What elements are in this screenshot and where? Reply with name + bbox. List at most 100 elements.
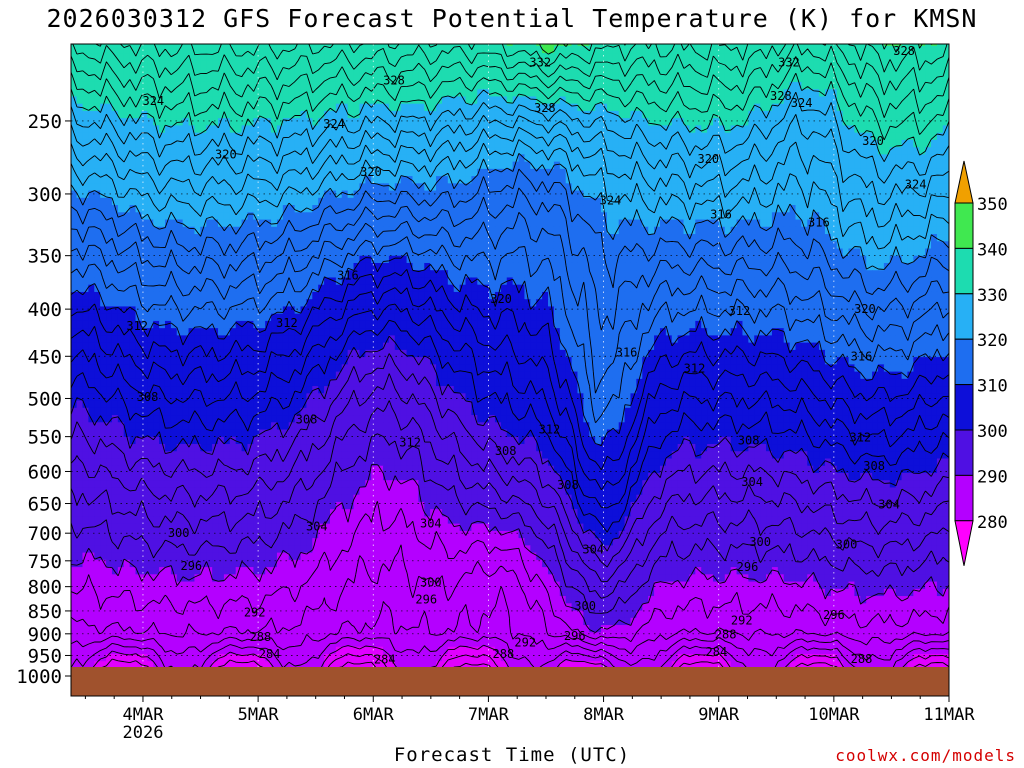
contour-fill-cell — [111, 103, 119, 112]
contour-fill-cell — [795, 248, 802, 257]
contour-fill-cell — [766, 226, 773, 235]
contour-fill-cell — [542, 132, 549, 141]
contour-fill-cell — [117, 262, 125, 271]
contour-fill-cell — [377, 226, 384, 235]
contour-fill-cell — [866, 176, 873, 184]
contour-fill-cell — [936, 190, 944, 199]
plot-area: 3123083243002963202922882843123083043243… — [71, 31, 949, 696]
contour-fill-cell — [241, 270, 249, 279]
contour-fill-cell — [483, 132, 490, 141]
contour-fill-cell — [789, 241, 797, 250]
contour-fill-cell — [365, 197, 372, 206]
contour-fill-cell — [636, 205, 643, 213]
contour-fill-cell — [883, 60, 891, 69]
contour-fill-cell — [436, 53, 443, 61]
contour-fill-cell — [813, 89, 820, 98]
contour-fill-cell — [795, 31, 801, 39]
contour-fill-cell — [577, 103, 584, 112]
contour-fill-cell — [318, 96, 325, 105]
contour-fill-cell — [506, 89, 514, 98]
contour-fill-cell — [595, 44, 602, 47]
contour-fill-cell — [565, 53, 573, 61]
contour-fill-cell — [106, 190, 113, 199]
contour-fill-cell — [318, 270, 325, 279]
contour-fill-cell — [271, 248, 278, 257]
contour-fill-cell — [329, 255, 337, 264]
contour-fill-cell — [229, 132, 237, 141]
contour-fill-cell — [94, 234, 101, 242]
contour-fill-cell — [925, 168, 932, 177]
contour-fill-cell — [677, 234, 685, 242]
contour-fill-cell — [601, 67, 608, 76]
contour-fill-cell — [359, 212, 366, 221]
contour-fill-cell — [842, 53, 850, 61]
contour-fill-cell — [400, 226, 408, 235]
contour-fill-cell — [901, 205, 909, 213]
contour-fill-cell — [188, 219, 196, 228]
contour-fill-cell — [789, 60, 797, 69]
contour-fill-cell — [895, 96, 903, 105]
contour-fill-cell — [241, 60, 249, 69]
contour-fill-cell — [295, 31, 301, 39]
contour-fill-cell — [329, 125, 337, 134]
contour-fill-cell — [919, 241, 926, 250]
contour-fill-cell — [276, 176, 284, 184]
contour-fill-cell — [671, 103, 679, 112]
contour-fill-cell — [100, 255, 107, 264]
contour-fill-cell — [82, 270, 89, 279]
contour-fill-cell — [341, 183, 349, 192]
contour-fill-cell — [819, 139, 826, 148]
contour-fill-cell — [212, 205, 219, 213]
contour-fill-cell — [624, 132, 632, 141]
contour-fill-cell — [400, 234, 408, 242]
contour-fill-cell — [612, 44, 620, 47]
contour-fill-cell — [229, 241, 237, 250]
contour-fill-cell — [718, 89, 726, 98]
contour-fill-cell — [771, 176, 779, 184]
contour-fill-cell — [642, 197, 649, 206]
contour-fill-cell — [306, 219, 313, 228]
contour-fill-cell — [583, 219, 590, 228]
contour-fill-cell — [866, 139, 873, 148]
contour-fill-cell — [229, 212, 237, 221]
contour-fill-cell — [783, 197, 791, 206]
contour-fill-cell — [371, 31, 377, 39]
contour-fill-cell — [677, 154, 685, 163]
contour-fill-cell — [842, 219, 850, 228]
contour-fill-cell — [630, 110, 637, 119]
contour-fill-cell — [630, 125, 637, 134]
contour-fill-cell — [341, 176, 349, 184]
contour-fill-cell — [436, 168, 443, 177]
contour-fill-cell — [678, 31, 684, 39]
contour-fill-cell — [813, 118, 820, 127]
contour-fill-cell — [164, 168, 172, 177]
contour-fill-cell — [813, 183, 820, 192]
contour-fill-cell — [324, 212, 331, 221]
contour-fill-cell — [164, 60, 172, 69]
contour-fill-cell — [630, 248, 637, 257]
contour-fill-cell — [377, 161, 384, 170]
contour-fill-cell — [324, 226, 331, 235]
contour-fill-cell — [824, 255, 832, 264]
contour-fill-cell — [447, 44, 455, 47]
contour-fill-cell — [123, 139, 131, 148]
contour-fill-cell — [701, 190, 708, 199]
contour-fill-cell — [329, 219, 337, 228]
contour-fill-cell — [430, 31, 436, 39]
contour-fill-cell — [282, 125, 290, 134]
contour-fill-cell — [783, 60, 791, 69]
contour-fill-cell — [518, 103, 526, 112]
contour-fill-cell — [241, 161, 249, 170]
contour-fill-cell — [212, 255, 219, 264]
contour-fill-cell — [571, 103, 579, 112]
contour-fill-cell — [801, 219, 808, 228]
contour-fill-cell — [683, 226, 691, 235]
contour-fill-cell — [300, 44, 308, 47]
contour-fill-cell — [430, 67, 437, 76]
contour-fill-cell — [365, 118, 372, 127]
contour-fill-cell — [394, 226, 402, 235]
contour-fill-cell — [665, 103, 673, 112]
contour-fill-cell — [559, 219, 567, 228]
contour-fill-cell — [465, 241, 472, 250]
contour-fill-cell — [153, 190, 160, 199]
